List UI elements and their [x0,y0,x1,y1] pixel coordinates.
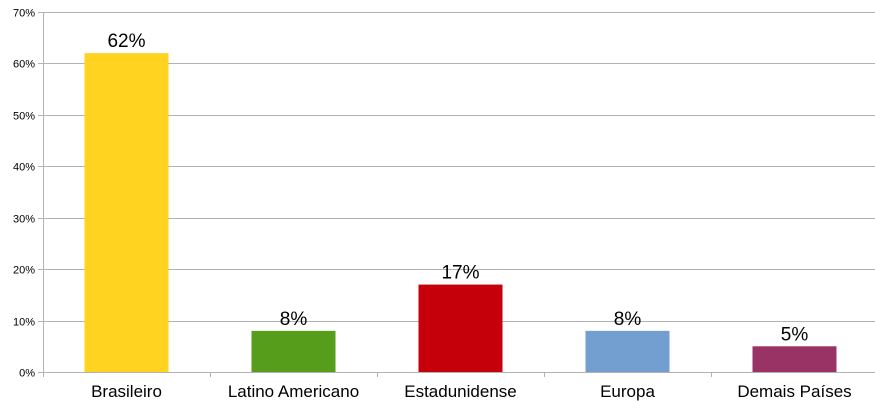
data-label: 8% [614,309,642,330]
y-tick-label: 10% [13,317,35,329]
data-label: 5% [781,324,809,345]
bar [585,330,670,372]
y-tick-label: 40% [13,162,35,174]
bars [84,53,837,373]
x-tick-label: Estadunidense [404,382,516,401]
x-tick-label: Demais Países [737,382,851,401]
x-tick-label: Brasileiro [91,382,162,401]
x-axis: Brasileiro Latino Americano Estadunidense E… [43,372,852,401]
bar [752,346,837,372]
y-tick-label: 60% [13,59,35,71]
bar [84,53,169,373]
data-label: 62% [107,31,145,52]
y-tick-label: 0% [19,368,35,380]
data-labels: 62% 8% 17% 8% 5% [107,31,808,345]
data-label: 8% [280,309,308,330]
gridlines [38,12,875,373]
y-tick-label: 20% [13,265,35,277]
y-tick-label: 70% [13,8,35,20]
y-tick-label: 50% [13,111,35,123]
x-tick-label: Europa [600,382,655,401]
y-tick-label: 30% [13,214,35,226]
data-label: 17% [441,263,479,284]
y-axis-tick-labels: 0% 10% 20% 30% 40% 50% 60% 70% [13,8,35,380]
bar [418,284,503,372]
bar [251,330,336,372]
x-tick-label: Latino Americano [228,382,359,401]
